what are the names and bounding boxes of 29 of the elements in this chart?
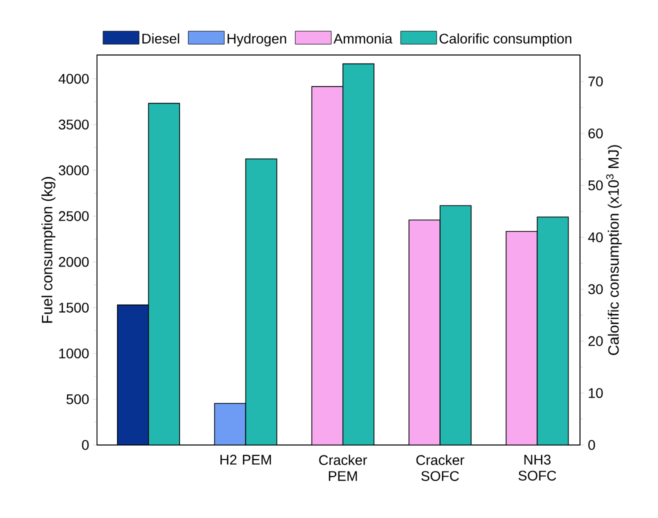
y2-tick-label: 20 <box>588 336 603 346</box>
y-tick-label: 4000 <box>58 74 89 84</box>
y2-tick-label: 0 <box>588 440 595 450</box>
legend-label: Diesel <box>142 33 180 44</box>
y-tick-label: 1000 <box>59 348 89 358</box>
bar <box>148 102 180 445</box>
legend-label: Ammonia <box>334 33 392 44</box>
y-axis-title: Fuel consumption (kg) <box>41 177 56 323</box>
legend-label: Hydrogen <box>228 33 286 46</box>
y2-tick-label: 40 <box>588 232 603 242</box>
y2-tick-label: 10 <box>588 388 603 398</box>
y2-tick-label: 70 <box>588 76 603 86</box>
y-tick-label: 2500 <box>58 211 89 222</box>
y-tick-label: 2000 <box>58 256 89 267</box>
x-tick-label: NH3 SOFC <box>518 454 556 481</box>
y-tick-label: 500 <box>66 394 89 404</box>
y-tick-label: 1500 <box>59 302 89 313</box>
y2-axis-title: Calorific consumption (x10$^{3}$ MJ) <box>606 145 622 355</box>
bar <box>245 158 278 445</box>
y-tick-label: 0 <box>82 440 89 450</box>
x-tick-label: Cracker SOFC <box>416 454 464 481</box>
y-tick-label: 3500 <box>58 120 89 130</box>
x-tick-label: Cracker PEM <box>319 454 368 481</box>
x-tick-label: H2 PEM <box>220 454 271 465</box>
y2-tick-label: 60 <box>588 128 603 138</box>
legend-label: Calorific consumption <box>440 33 572 46</box>
y2-tick-label: 50 <box>588 180 603 190</box>
y2-tick-label: 30 <box>588 284 603 294</box>
y-tick-label: 3000 <box>58 165 89 176</box>
